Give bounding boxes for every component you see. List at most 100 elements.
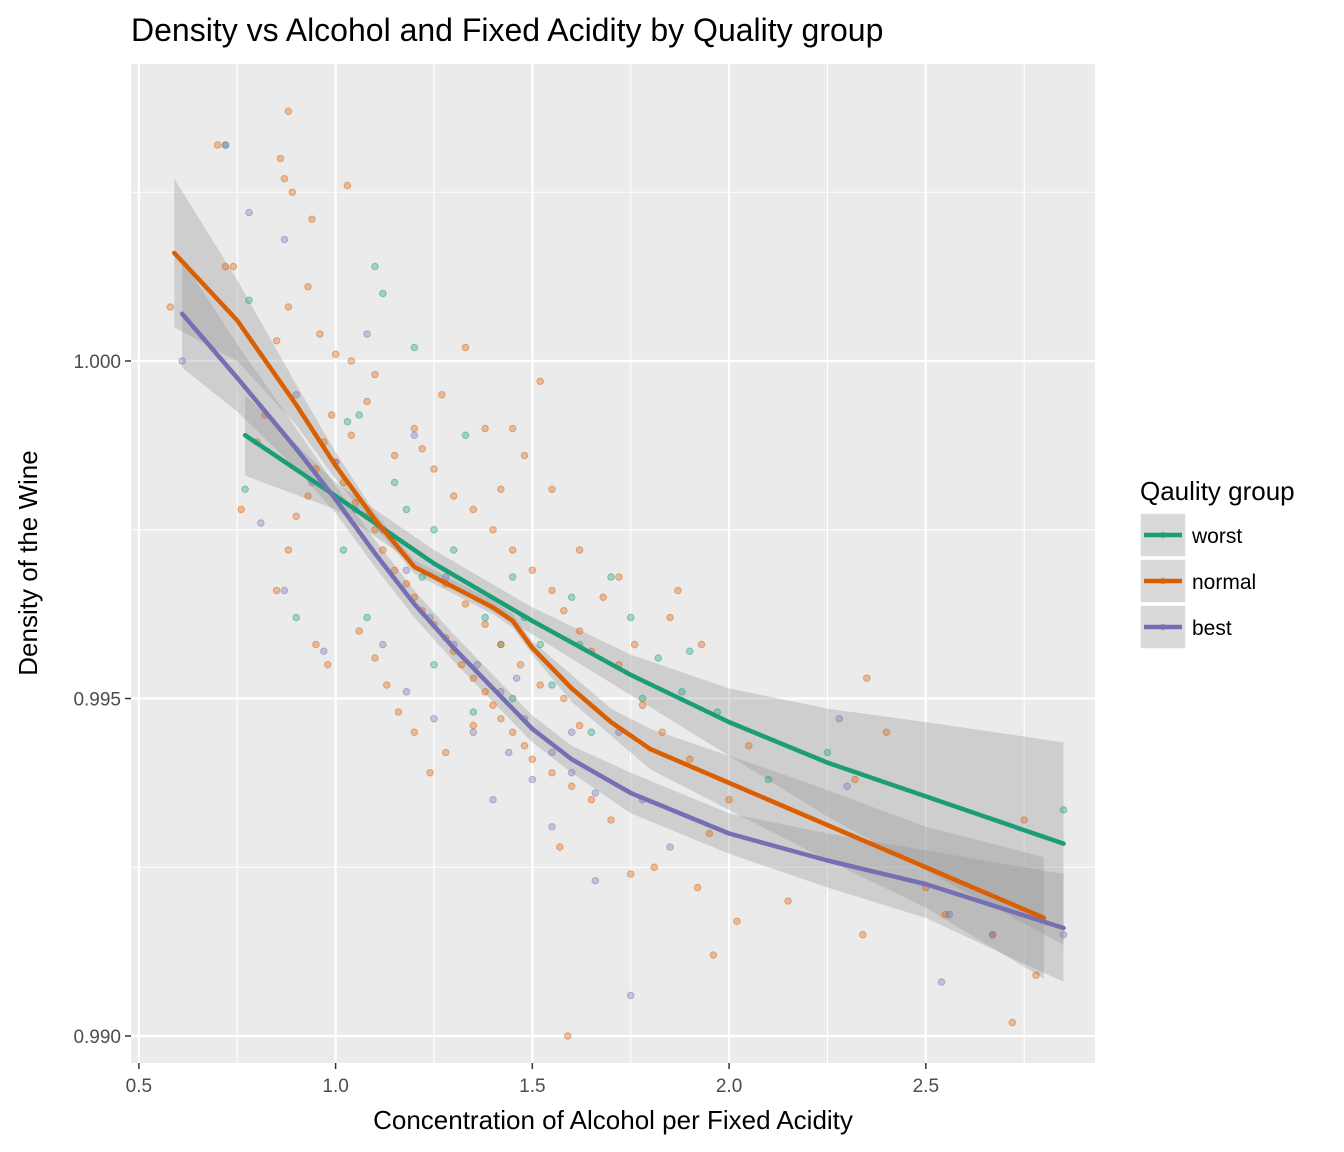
point-normal (615, 573, 623, 581)
point-best (292, 390, 301, 399)
point-normal (410, 424, 419, 433)
point-normal (693, 883, 702, 892)
point-normal (449, 492, 458, 500)
legend-title: Qaulity group (1140, 476, 1295, 506)
point-best (221, 141, 230, 149)
point-best (512, 674, 521, 683)
point-worst (764, 775, 773, 784)
point-normal (312, 640, 320, 649)
point-best (489, 795, 497, 804)
point-normal (327, 411, 336, 419)
point-normal (536, 681, 545, 689)
chart-title: Density vs Alcohol and Fixed Acidity by … (131, 12, 883, 48)
point-worst (823, 748, 832, 757)
point-best (469, 728, 478, 737)
point-normal (1008, 1018, 1017, 1027)
point-normal (469, 674, 478, 683)
point-normal (630, 640, 639, 649)
legend: Qaulity group worst normal best (1139, 476, 1295, 650)
point-normal (371, 654, 379, 662)
point-normal (587, 795, 596, 804)
point-normal (481, 424, 489, 433)
point-normal (941, 910, 950, 919)
smooth-line-worst (242, 433, 1066, 846)
point-worst (371, 262, 379, 271)
point-normal (304, 282, 312, 291)
point-worst (402, 505, 411, 514)
scatter-points (166, 107, 1068, 1040)
point-best (178, 357, 186, 365)
confidence-band-normal (174, 178, 1044, 979)
point-normal (457, 660, 466, 669)
point-best (280, 235, 289, 244)
point-normal (859, 930, 867, 939)
point-best (280, 586, 289, 595)
point-normal (508, 728, 517, 737)
point-worst (508, 573, 517, 581)
point-worst (410, 343, 419, 352)
point-normal (666, 613, 674, 622)
point-normal (371, 525, 379, 534)
smooth-line-best (179, 311, 1066, 931)
legend-point-normal (1159, 577, 1167, 585)
point-normal (461, 343, 470, 352)
point-normal (426, 768, 434, 777)
point-normal (402, 579, 411, 588)
point-normal (461, 600, 470, 608)
point-worst (626, 613, 635, 622)
point-normal (862, 674, 871, 683)
point-best (567, 728, 576, 737)
y-tick-label: 0.995 (73, 690, 121, 711)
point-normal (599, 593, 607, 602)
point-best (402, 566, 411, 575)
point-normal (481, 620, 489, 629)
legend-point-best (1159, 623, 1167, 631)
x-tick-label: 2.0 (716, 1076, 742, 1097)
point-normal (288, 188, 297, 197)
point-normal (508, 546, 517, 554)
point-normal (575, 627, 584, 635)
point-best (257, 519, 265, 527)
point-normal (394, 708, 403, 716)
x-tick-label: 0.5 (126, 1076, 152, 1097)
point-normal (497, 485, 505, 494)
point-normal (229, 262, 238, 271)
confidence-band-worst (245, 394, 1064, 945)
point-best (843, 782, 851, 791)
point-normal (497, 714, 505, 723)
confidence-band-best (182, 259, 1064, 982)
point-normal (709, 951, 718, 959)
point-normal (276, 154, 285, 163)
legend-label-best: best (1192, 617, 1232, 640)
point-normal (304, 492, 312, 500)
point-normal (272, 336, 281, 345)
point-normal (308, 215, 316, 224)
point-worst (481, 613, 489, 622)
point-normal (882, 728, 891, 737)
point-best (1059, 930, 1068, 939)
point-normal (347, 357, 356, 365)
point-worst (638, 694, 647, 703)
point-normal (705, 829, 714, 838)
point-best (548, 822, 556, 831)
point-best (945, 910, 954, 919)
point-normal (221, 262, 230, 271)
point-normal (469, 721, 478, 730)
point-normal (575, 546, 584, 554)
point-worst (339, 546, 348, 554)
point-normal (567, 782, 576, 791)
point-normal (697, 640, 706, 649)
point-normal (489, 525, 497, 534)
point-best (245, 208, 253, 217)
point-worst (567, 593, 576, 602)
point-normal (988, 930, 997, 939)
point-best (937, 978, 946, 986)
point-normal (284, 546, 293, 554)
grid-lines (131, 64, 1095, 1063)
point-worst (587, 728, 596, 737)
point-normal (674, 586, 682, 595)
point-best (567, 768, 576, 777)
point-normal (237, 505, 245, 514)
point-normal (441, 748, 450, 757)
y-tick-label: 1.000 (73, 352, 121, 373)
